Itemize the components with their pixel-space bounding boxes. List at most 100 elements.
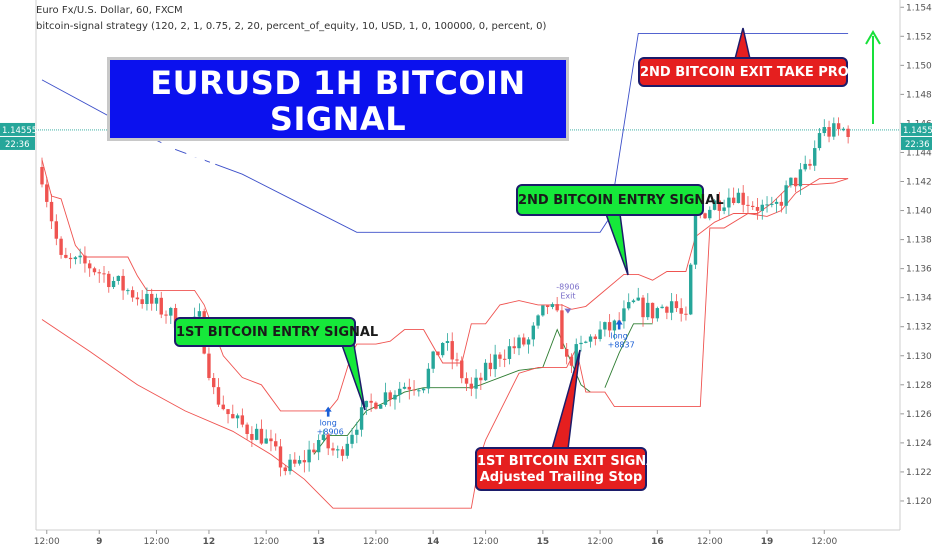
x-tick-label: 13 xyxy=(312,537,325,547)
candle-body xyxy=(302,460,307,463)
candle-body xyxy=(216,387,221,405)
candle-body xyxy=(350,434,354,444)
candle-body xyxy=(412,389,416,391)
candle-body xyxy=(531,325,536,340)
candle-body xyxy=(369,400,373,403)
y-tick-label: 1.15200 xyxy=(906,32,932,42)
candle-body xyxy=(116,275,121,281)
candle-body xyxy=(426,368,431,389)
candle-body xyxy=(111,280,116,288)
candle-body xyxy=(679,308,683,314)
candle-body xyxy=(760,204,764,211)
signal-label: long xyxy=(611,331,628,340)
candle-body xyxy=(641,297,645,318)
candle-body xyxy=(746,204,750,206)
candle-body xyxy=(59,238,63,255)
candle-body xyxy=(751,205,755,207)
candle-body xyxy=(717,200,722,211)
long-signal-arrow-2 xyxy=(615,319,623,330)
candle-body xyxy=(293,459,297,464)
x-tick-label: 15 xyxy=(537,537,550,547)
x-tick-label: 14 xyxy=(427,537,440,547)
candle-body xyxy=(765,204,769,206)
symbol-legend[interactable]: Euro Fx/U.S. Dollar, 60, FXCM xyxy=(36,5,183,16)
y-tick-label: 1.13000 xyxy=(906,352,932,362)
candle-body xyxy=(450,341,454,360)
candle-body xyxy=(579,342,583,345)
candle-body xyxy=(364,400,369,408)
candle-body xyxy=(378,404,383,409)
exit-marker-1 xyxy=(564,308,572,314)
candle-body xyxy=(54,221,59,239)
candle-body xyxy=(593,336,598,340)
y-tick-label: 1.14200 xyxy=(906,178,932,188)
y-tick-label: 1.13200 xyxy=(906,323,932,333)
candle-body xyxy=(49,201,54,222)
candle-body xyxy=(483,362,488,381)
y-tick-label: 1.13600 xyxy=(906,265,932,275)
candle-body xyxy=(846,128,850,137)
candle-body xyxy=(545,305,550,308)
x-tick-label: 9 xyxy=(96,537,102,547)
candle-body xyxy=(431,351,435,369)
candle-body xyxy=(321,434,326,441)
candle-body xyxy=(722,207,726,211)
candle-body xyxy=(588,336,593,342)
y-tick-label: 1.13400 xyxy=(906,294,932,304)
candle-body xyxy=(803,163,807,170)
candle-body xyxy=(755,206,760,211)
y-tick-label: 1.12200 xyxy=(906,468,932,478)
candle-body xyxy=(40,166,44,185)
candle-body xyxy=(793,177,798,187)
x-tick-label: 19 xyxy=(761,537,774,547)
candle-body xyxy=(288,459,292,472)
candle-body xyxy=(336,449,340,451)
candle-body xyxy=(240,415,245,425)
candle-body xyxy=(536,315,540,326)
candle-body xyxy=(407,386,411,390)
candle-body xyxy=(460,360,464,379)
candle-body xyxy=(92,268,97,273)
candle-body xyxy=(455,359,459,361)
candle-body xyxy=(250,433,254,440)
candle-body xyxy=(832,123,836,137)
candle-body xyxy=(83,255,87,264)
candle-body xyxy=(612,320,617,331)
candle-body xyxy=(68,257,73,260)
candle-body xyxy=(383,392,388,405)
candle-body xyxy=(421,388,426,391)
candle-body xyxy=(526,339,531,345)
candle-body xyxy=(779,201,784,206)
candle-body xyxy=(388,392,392,400)
candle-body xyxy=(359,407,364,430)
y-tick-label: 1.13800 xyxy=(906,236,932,246)
x-tick-label: 12:00 xyxy=(697,537,723,547)
candle-body xyxy=(140,299,144,305)
candle-body xyxy=(655,308,660,319)
candle-body xyxy=(517,337,521,349)
y-tick-label: 1.12600 xyxy=(906,410,932,420)
take-profit-arrow-head xyxy=(865,30,881,45)
candle-body xyxy=(355,429,359,435)
candle-body xyxy=(669,301,674,313)
candle-body xyxy=(560,310,564,350)
candle-body xyxy=(340,449,345,456)
candle-body xyxy=(312,449,316,453)
candle-body xyxy=(736,192,741,204)
x-tick-label: 16 xyxy=(651,537,664,547)
candle-body xyxy=(254,428,259,440)
candle-body xyxy=(235,415,240,419)
candle-body xyxy=(479,377,483,381)
exit-label: Exit xyxy=(560,292,575,301)
candle-body xyxy=(684,313,688,315)
candle-body xyxy=(622,308,626,322)
y-tick-label: 1.15000 xyxy=(906,61,932,71)
candle-body xyxy=(326,434,330,449)
candle-body xyxy=(784,185,788,206)
candle-body xyxy=(708,209,712,219)
candle-body xyxy=(169,308,173,316)
candle-body xyxy=(565,349,569,357)
candle-body xyxy=(197,311,202,317)
strategy-legend[interactable]: bitcoin-signal strategy (120, 2, 1, 0.75… xyxy=(36,21,547,32)
